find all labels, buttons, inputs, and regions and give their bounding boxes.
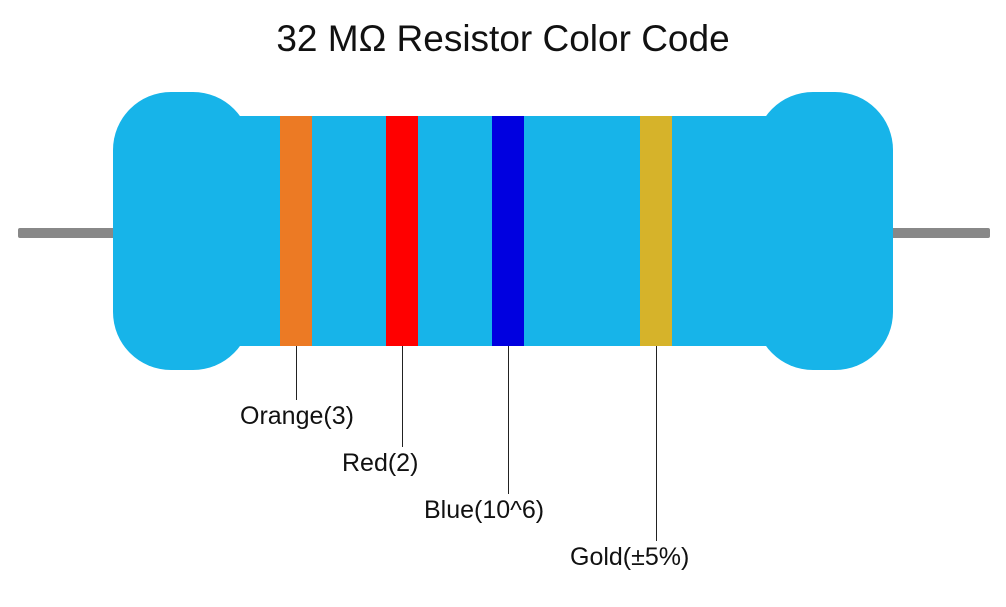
band-4 — [640, 116, 672, 346]
callout-label-3: Blue(10^6) — [424, 496, 544, 525]
callout-line-3 — [508, 346, 509, 494]
band-1 — [280, 116, 312, 346]
band-2 — [386, 116, 418, 346]
diagram-stage: 32 MΩ Resistor Color Code Orange(3) Red(2… — [0, 0, 1006, 607]
callout-line-4 — [656, 346, 657, 541]
callout-label-2: Red(2) — [342, 449, 418, 478]
callout-label-4: Gold(±5%) — [570, 543, 689, 572]
callout-line-1 — [296, 346, 297, 400]
diagram-title: 32 MΩ Resistor Color Code — [0, 18, 1006, 60]
band-3 — [492, 116, 524, 346]
callout-label-1: Orange(3) — [240, 402, 354, 431]
callout-line-2 — [402, 346, 403, 447]
